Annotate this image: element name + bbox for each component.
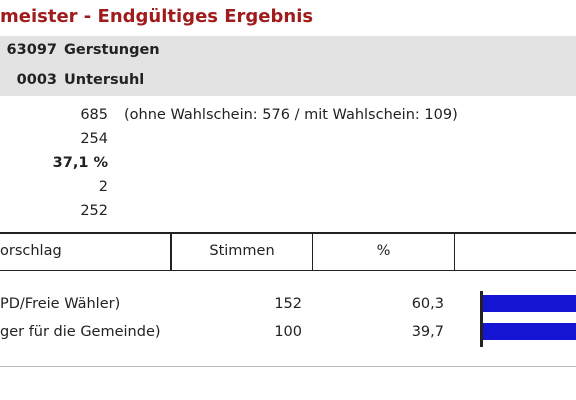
result-bar — [483, 295, 576, 312]
summary-value: 37,1 % — [52, 155, 108, 171]
candidate-name: PD/Freie Wähler) — [0, 296, 121, 312]
table-top-border — [0, 232, 576, 234]
column-border — [312, 234, 313, 270]
candidate-name: ger für die Gemeinde) — [0, 324, 161, 340]
column-header: Stimmen — [209, 243, 275, 259]
location-name: Gerstungen — [64, 42, 160, 58]
page-title: meister - Endgültiges Ergebnis — [0, 6, 314, 27]
table-header-border — [0, 270, 576, 271]
votes: 100 — [274, 324, 302, 340]
location-code: 63097 — [6, 42, 57, 58]
summary-value: 252 — [80, 203, 108, 219]
percent: 39,7 — [411, 324, 444, 340]
summary-value: 685 — [80, 107, 108, 123]
column-border — [170, 234, 172, 270]
location-code: 0003 — [16, 72, 57, 88]
location-band — [0, 66, 576, 96]
column-header: orschlag — [0, 243, 62, 259]
location-name: Untersuhl — [64, 72, 145, 88]
bar-axis — [480, 291, 483, 347]
votes: 152 — [274, 296, 302, 312]
column-header: % — [376, 243, 391, 259]
percent: 60,3 — [411, 296, 444, 312]
summary-note: (ohne Wahlschein: 576 / mit Wahlschein: … — [124, 107, 458, 123]
column-border — [454, 234, 455, 270]
result-bar — [483, 323, 576, 340]
location-band — [0, 36, 576, 66]
summary-value: 2 — [98, 179, 108, 195]
summary-value: 254 — [80, 131, 108, 147]
table-bottom-border — [0, 366, 576, 367]
